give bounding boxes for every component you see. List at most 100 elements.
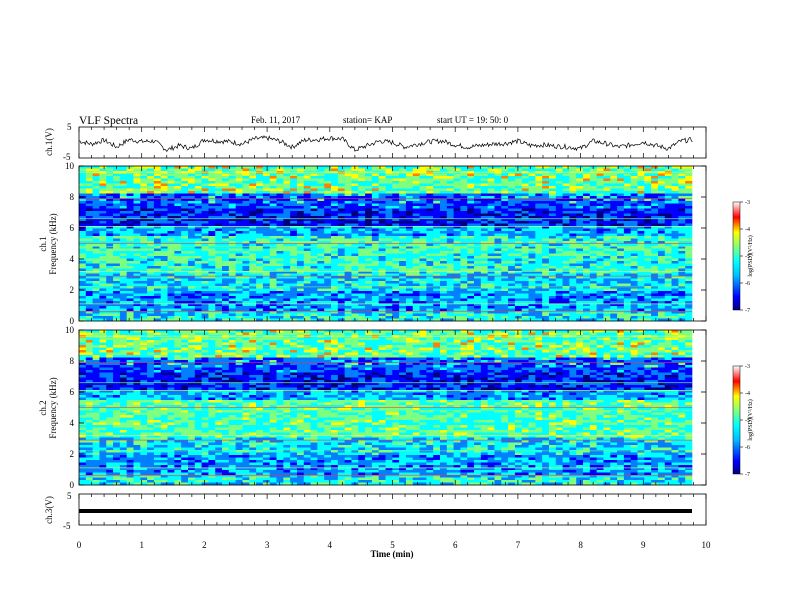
spectrogram-cell <box>85 253 93 257</box>
spectrogram-cell <box>303 236 311 239</box>
spectrogram-cell <box>508 186 516 189</box>
spectrogram-cell <box>167 248 175 252</box>
spectrogram-cell <box>528 253 536 257</box>
spectrogram-cell <box>147 223 155 227</box>
spectrogram-cell <box>555 188 563 192</box>
spectrogram-cell <box>194 256 202 259</box>
spectrogram-cell <box>589 291 597 294</box>
spectrogram-cell <box>99 203 107 207</box>
spectrogram-cell <box>392 206 400 209</box>
spectrogram-cell <box>446 238 454 242</box>
spectrogram-cell <box>215 293 223 297</box>
spectrogram-cell <box>685 268 693 272</box>
spectrogram-cell <box>119 291 127 294</box>
spectrogram-cell <box>446 183 454 187</box>
spectrogram-cell <box>99 298 107 302</box>
spectrogram-cell <box>235 196 243 199</box>
spectrogram-cell <box>276 233 284 237</box>
spectrogram-cell <box>596 236 604 239</box>
spectrogram-cell <box>92 266 100 269</box>
spectrogram-cell <box>242 276 250 279</box>
spectrogram-cell <box>583 193 591 197</box>
spectrogram-cell <box>358 201 366 204</box>
spectrogram-cell <box>153 248 162 252</box>
spectrogram-cell <box>630 218 638 222</box>
spectrogram-cell <box>133 176 141 179</box>
spectrogram-cell <box>548 296 557 299</box>
spectrogram-cell <box>623 298 631 302</box>
spectrogram-cell <box>433 251 441 254</box>
spectrogram-cell <box>460 181 468 184</box>
spectrogram-cell <box>358 173 366 177</box>
spectrogram-cell <box>487 216 495 219</box>
spectrogram-cell <box>228 236 236 239</box>
spectrogram-cell <box>501 201 509 204</box>
spectrogram-cell <box>324 193 332 197</box>
spectrogram-cell <box>617 246 625 249</box>
spectrogram-cell <box>657 218 666 222</box>
spectrogram-cell <box>651 216 659 219</box>
spectrogram-cell <box>460 193 468 197</box>
spectrogram-cell <box>276 168 284 172</box>
spectrogram-cell <box>344 193 352 197</box>
spectrogram-cell <box>514 293 523 297</box>
spectrogram-cell <box>480 281 488 284</box>
spectrogram-cell <box>331 201 339 204</box>
spectrogram-cell <box>276 288 284 292</box>
spectrogram-cell <box>344 203 352 207</box>
spectrogram-cell <box>331 266 339 269</box>
spectrogram-cell <box>521 238 529 242</box>
spectrogram-cell <box>85 193 93 197</box>
spectrogram-cell <box>365 186 373 189</box>
spectrogram-cell <box>296 263 305 267</box>
spectrogram-cell <box>208 213 216 217</box>
spectrogram-cell <box>555 168 563 172</box>
spectrogram-cell <box>133 181 141 184</box>
spectrogram-cell <box>92 218 100 222</box>
spectrogram-cell <box>296 246 305 249</box>
spectrogram-cell <box>181 233 189 237</box>
spectrogram-cell <box>133 271 141 274</box>
spectrogram-cell <box>487 301 495 304</box>
spectrogram-cell <box>242 271 250 274</box>
spectrogram-cell <box>569 271 577 274</box>
spectrogram-cell <box>79 286 87 289</box>
spectrogram-cell <box>467 261 475 264</box>
spectrogram-cell <box>290 198 298 202</box>
spectrogram-cell <box>174 303 182 307</box>
spectrogram-cell <box>528 258 536 262</box>
spectrogram-cell <box>79 193 87 197</box>
spectrogram-cell <box>433 271 441 274</box>
spectrogram-cell <box>85 273 93 277</box>
spectrogram-cell <box>147 238 155 242</box>
spectrogram-cell <box>508 201 516 204</box>
spectrogram-cell <box>589 176 597 179</box>
spectrogram-cell <box>460 213 468 217</box>
spectrogram-cell <box>583 176 591 179</box>
spectrogram-cell <box>174 221 182 224</box>
spectrogram-cell <box>514 233 523 237</box>
spectrogram-cell <box>337 246 345 249</box>
spectrogram-cell <box>201 221 209 224</box>
spectrogram-cell <box>256 176 264 179</box>
spectrogram-cell <box>678 251 686 254</box>
spectrogram-cell <box>201 186 209 189</box>
spectrogram-cell <box>235 178 243 182</box>
spectrogram-cell <box>453 231 461 234</box>
spectrogram-cell <box>392 213 400 217</box>
spectrogram-cell <box>337 191 345 194</box>
spectrogram-cell <box>133 236 141 239</box>
spectrogram-cell <box>548 216 557 219</box>
spectrogram-cell <box>494 213 502 217</box>
spectrogram-cell <box>106 181 114 184</box>
spectrogram-cell <box>351 231 359 234</box>
spectrogram-cell <box>542 241 550 244</box>
spectrogram-cell <box>419 216 427 219</box>
spectrogram-cell <box>222 173 230 177</box>
spectrogram-cell <box>562 301 570 304</box>
spectrogram-cell <box>535 193 543 197</box>
spectrogram-cell <box>222 188 230 192</box>
spectrogram-cell <box>331 278 339 282</box>
spectrogram-cell <box>126 271 134 274</box>
spectrogram-cell <box>589 211 597 214</box>
